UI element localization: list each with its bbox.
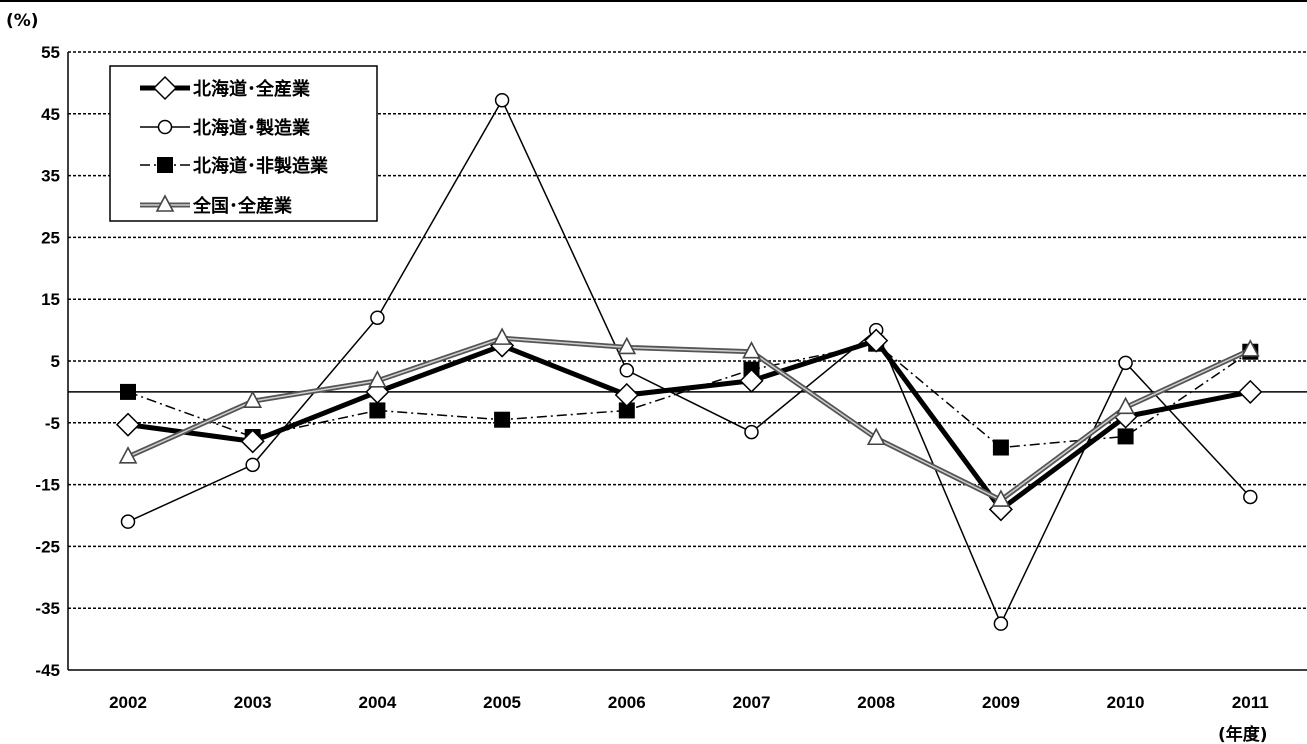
- data-point: [1240, 339, 1260, 357]
- y-tick-label: 25: [41, 228, 60, 247]
- data-point: [492, 327, 512, 345]
- top-border: [0, 0, 1307, 2]
- data-point: [992, 439, 1009, 456]
- y-tick-label: 35: [41, 167, 60, 186]
- x-axis-unit-label: (年度): [1218, 724, 1268, 744]
- data-point: [744, 424, 759, 440]
- axes: [67, 52, 1307, 671]
- data-point: [243, 390, 263, 408]
- data-point: [739, 368, 764, 393]
- series-line: [127, 338, 1251, 512]
- data-point: [240, 429, 265, 454]
- y-tick-label: 55: [41, 43, 60, 62]
- legend-label: 全国･全産業: [192, 195, 293, 217]
- data-point: [993, 616, 1009, 631]
- data-point: [864, 328, 889, 353]
- legend-entry: 北海道･非製造業: [140, 155, 329, 177]
- data-point: [617, 336, 637, 355]
- legend-entry: 北海道･全産業: [140, 75, 311, 101]
- x-tick-label: 2009: [982, 693, 1020, 712]
- x-tick-label: 2007: [733, 693, 771, 712]
- y-tick-labels: 55 45 35 25 15 5 -5 -15 -25 -35 -45: [35, 43, 60, 680]
- x-tick-labels: 2002 2003 2004 2005 2006 2007 2008 2009 2010 2011: [109, 693, 1269, 712]
- data-point: [494, 411, 511, 428]
- y-tick-label: -15: [35, 476, 60, 495]
- legend-label: 北海道･製造業: [193, 117, 311, 139]
- series-4: [118, 327, 1260, 507]
- series-line: [126, 335, 1252, 503]
- x-tick-label: 2011: [1232, 693, 1269, 712]
- data-point: [494, 92, 510, 108]
- y-tick-label: -25: [35, 537, 60, 556]
- legend-entry: 北海道･製造業: [140, 117, 311, 139]
- data-point: [1118, 355, 1133, 371]
- data-point: [1243, 489, 1258, 505]
- series-layer: [115, 92, 1263, 631]
- y-tick-label: 5: [51, 352, 60, 371]
- data-point: [368, 370, 387, 388]
- legend-label: 北海道･全産業: [193, 78, 311, 100]
- data-point: [618, 402, 635, 419]
- data-point: [370, 310, 385, 325]
- data-point: [1116, 396, 1135, 415]
- data-point: [115, 412, 141, 437]
- y-tick-label: -35: [35, 599, 60, 618]
- x-tick-label: 2010: [1107, 693, 1145, 712]
- series-line-inner: [127, 337, 1251, 501]
- gridlines: [68, 51, 1307, 609]
- legend-marker: [152, 75, 178, 101]
- legend-box: [109, 65, 378, 222]
- y-tick-label: 45: [41, 105, 60, 124]
- data-point: [1238, 379, 1263, 404]
- data-point: [614, 382, 639, 408]
- data-point: [120, 514, 136, 529]
- y-tick-label: 15: [41, 290, 60, 309]
- y-tick-label: -45: [35, 661, 60, 680]
- x-tick-label: 2003: [234, 693, 272, 712]
- y-tick-label: -5: [45, 414, 60, 433]
- x-tick-label: 2006: [608, 693, 646, 712]
- x-tick-label: 2005: [483, 693, 521, 712]
- series-1: [115, 328, 1263, 522]
- data-point: [866, 427, 886, 446]
- data-point: [369, 402, 386, 419]
- data-point: [118, 446, 138, 464]
- x-tick-label: 2002: [109, 693, 147, 712]
- data-point: [991, 489, 1011, 507]
- legend-marker: [157, 119, 173, 135]
- legend-label: 北海道･非製造業: [193, 155, 329, 177]
- data-point: [1117, 428, 1134, 445]
- data-point: [245, 457, 260, 473]
- data-point: [742, 341, 761, 359]
- x-tick-label: 2004: [358, 693, 396, 712]
- data-point: [120, 383, 136, 400]
- legend-entry: 全国･全産業: [140, 194, 293, 217]
- x-tick-label: 2008: [857, 693, 895, 712]
- data-point: [619, 363, 635, 378]
- y-axis-unit-label: (%): [6, 11, 39, 31]
- legend-marker: [157, 157, 173, 173]
- legend-marker: [155, 194, 175, 212]
